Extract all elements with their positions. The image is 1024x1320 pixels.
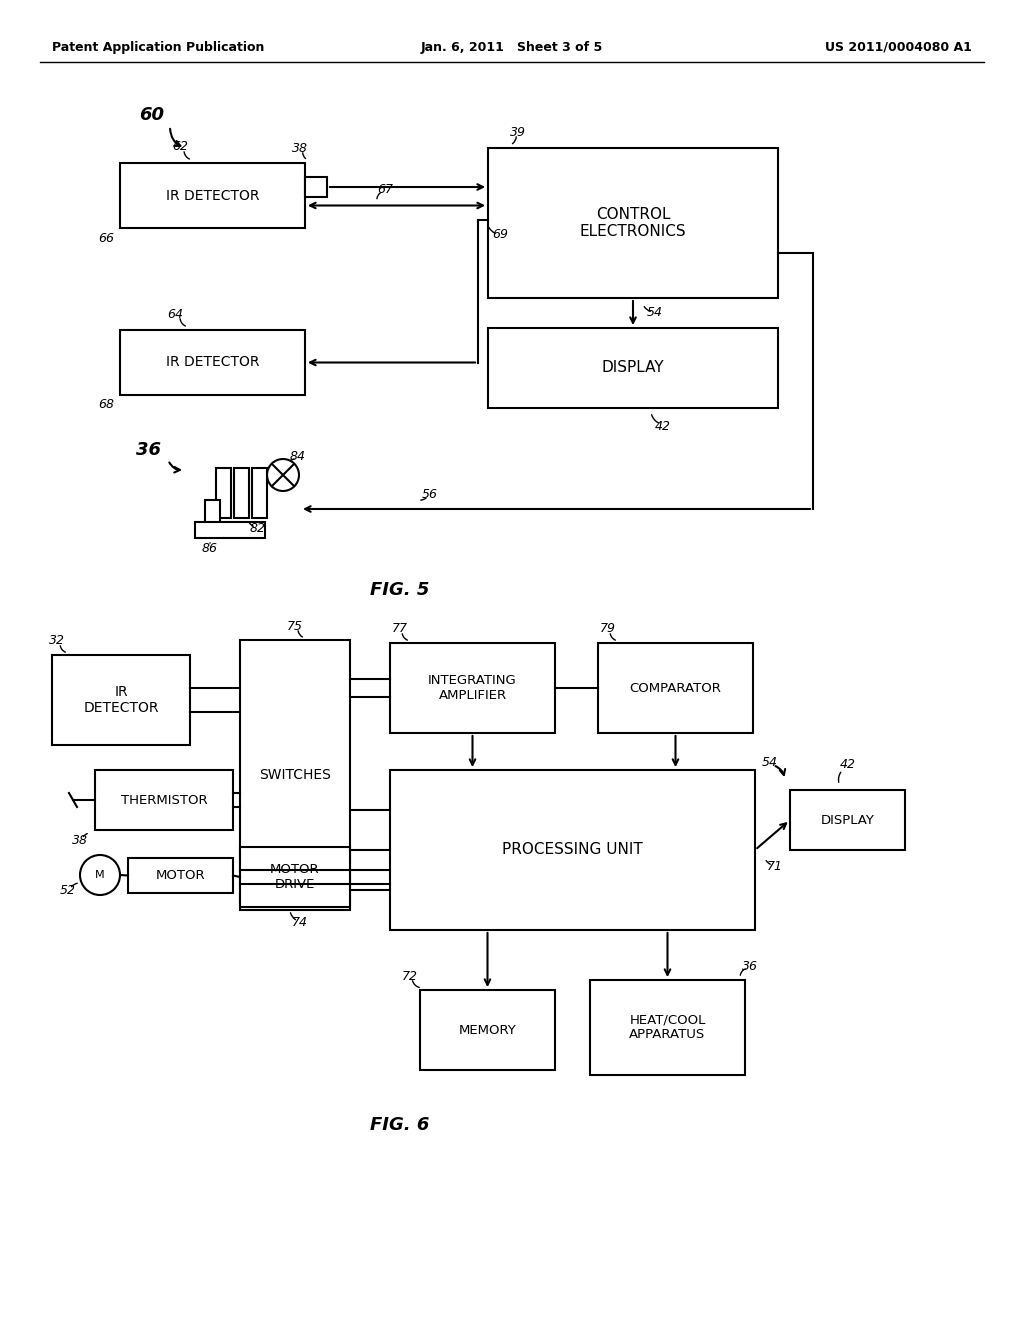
Text: 75: 75 (287, 619, 303, 632)
Text: 68: 68 (98, 399, 114, 412)
Bar (120, 330, 305, 395)
Text: 79: 79 (600, 623, 616, 635)
Text: HEAT/COOL
APPARATUS: HEAT/COOL APPARATUS (630, 1014, 706, 1041)
Bar (390, 643, 555, 733)
Text: 52: 52 (60, 883, 76, 896)
Bar (488, 327, 778, 408)
Text: 62: 62 (172, 140, 188, 153)
Text: PROCESSING UNIT: PROCESSING UNIT (502, 842, 643, 858)
Text: FIG. 5: FIG. 5 (371, 581, 430, 599)
Text: 38: 38 (72, 833, 88, 846)
Text: MOTOR: MOTOR (156, 869, 206, 882)
Bar (128, 858, 233, 894)
Text: CONTROL
ELECTRONICS: CONTROL ELECTRONICS (580, 207, 686, 239)
Text: 36: 36 (742, 960, 758, 973)
Text: 54: 54 (762, 756, 778, 770)
Bar (305, 177, 327, 197)
Bar (420, 990, 555, 1071)
Text: Jan. 6, 2011   Sheet 3 of 5: Jan. 6, 2011 Sheet 3 of 5 (421, 41, 603, 54)
Bar (590, 979, 745, 1074)
Text: IR DETECTOR: IR DETECTOR (166, 355, 259, 370)
Text: 71: 71 (767, 859, 783, 873)
Text: 39: 39 (510, 125, 526, 139)
Text: 42: 42 (655, 420, 671, 433)
Text: 69: 69 (492, 228, 508, 242)
Text: THERMISTOR: THERMISTOR (121, 793, 207, 807)
Text: INTEGRATING
AMPLIFIER: INTEGRATING AMPLIFIER (428, 675, 517, 702)
Text: US 2011/0004080 A1: US 2011/0004080 A1 (825, 41, 972, 54)
Text: 77: 77 (392, 623, 408, 635)
Text: IR DETECTOR: IR DETECTOR (166, 189, 259, 202)
Text: 60: 60 (139, 106, 165, 124)
Bar (205, 500, 220, 525)
Text: SWITCHES: SWITCHES (259, 768, 331, 781)
Text: Patent Application Publication: Patent Application Publication (52, 41, 264, 54)
Bar (195, 521, 265, 539)
Text: 66: 66 (98, 231, 114, 244)
Bar (240, 640, 350, 909)
Bar (252, 469, 267, 517)
Bar (95, 770, 233, 830)
Bar (790, 789, 905, 850)
Bar (216, 469, 231, 517)
Text: M: M (95, 870, 104, 880)
Text: MEMORY: MEMORY (459, 1023, 516, 1036)
Text: COMPARATOR: COMPARATOR (630, 681, 722, 694)
Bar (52, 655, 190, 744)
Bar (240, 847, 350, 907)
Text: 72: 72 (402, 969, 418, 982)
Text: MOTOR
DRIVE: MOTOR DRIVE (270, 863, 319, 891)
Text: 32: 32 (49, 635, 65, 648)
Bar (488, 148, 778, 298)
Text: 84: 84 (290, 450, 306, 462)
Bar (598, 643, 753, 733)
Text: 64: 64 (167, 308, 183, 321)
Text: 86: 86 (202, 541, 218, 554)
Text: DISPLAY: DISPLAY (602, 360, 665, 375)
Bar (390, 770, 755, 931)
Text: 67: 67 (377, 183, 393, 195)
Text: 82: 82 (250, 521, 266, 535)
Text: 56: 56 (422, 488, 438, 502)
Text: FIG. 6: FIG. 6 (371, 1115, 430, 1134)
Bar (120, 162, 305, 228)
Text: IR
DETECTOR: IR DETECTOR (83, 685, 159, 715)
Bar (234, 469, 249, 517)
Text: 74: 74 (292, 916, 308, 929)
Text: 38: 38 (292, 141, 308, 154)
Text: 36: 36 (135, 441, 161, 459)
Text: DISPLAY: DISPLAY (820, 813, 874, 826)
Text: 54: 54 (647, 306, 663, 319)
Text: 42: 42 (840, 759, 855, 771)
